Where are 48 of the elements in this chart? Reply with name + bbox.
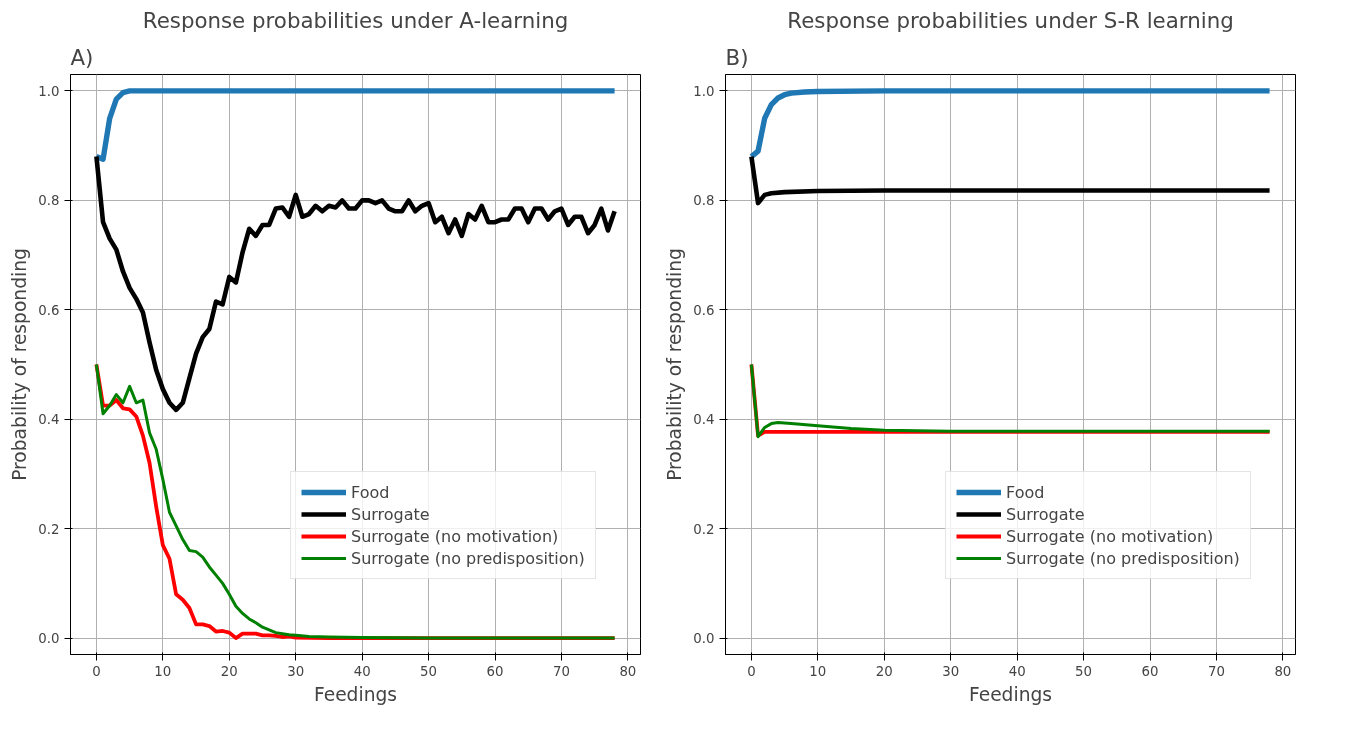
chart-title: Response probabilities under S-R learning [787,7,1234,33]
y-axis-title: Probability of responding [664,248,686,481]
x-tick-label: 50 [1075,663,1093,679]
y-tick-label: 0.4 [38,412,60,428]
y-tick-label: 0.0 [38,631,60,647]
legend-label: Surrogate [1006,504,1085,524]
line-series [94,154,617,413]
x-tick-label: 20 [875,663,893,679]
y-tick-label: 0.8 [38,193,60,209]
y-tick-label: 0.4 [693,412,715,428]
y-tick-label: 0.2 [38,521,60,537]
y-tick-label: 0.2 [693,521,715,537]
x-tick-label: 10 [154,663,172,679]
x-tick-label: 80 [1274,663,1292,679]
x-tick-label: 0 [92,663,101,679]
y-tick-label: 0.6 [38,302,60,318]
x-tick-label: 30 [287,663,305,679]
x-tick-label: 60 [486,663,504,679]
legend-label: Surrogate (no predisposition) [1006,548,1240,568]
y-tick-label: 0.8 [693,193,715,209]
y-axis-title: Probability of responding [9,248,31,481]
x-tick-label: 10 [809,663,827,679]
x-tick-label: 70 [552,663,570,679]
x-axis-title: Feedings [313,683,398,705]
x-tick-label: 20 [220,663,238,679]
legend-label: Surrogate (no motivation) [1006,526,1214,546]
legend-label: Surrogate [351,504,430,524]
x-tick-label: 40 [353,663,371,679]
text: A) [70,44,94,70]
x-tick-label: 0 [747,663,756,679]
chart-title: Response probabilities under A-learning [142,7,569,33]
y-tick-label: 1.0 [693,83,715,99]
x-tick-label: 70 [1207,663,1225,679]
legend-label: Food [1006,482,1045,502]
legend-label: Food [351,482,390,502]
x-tick-label: 30 [942,663,960,679]
y-tick-label: 1.0 [38,83,60,99]
line-series [749,154,1272,206]
y-tick-label: 0.0 [693,631,715,647]
text: B) [725,44,749,70]
x-tick-label: 50 [420,663,438,679]
legend-label: Surrogate (no motivation) [351,526,559,546]
x-tick-label: 60 [1141,663,1159,679]
legend-label: Surrogate (no predisposition) [351,548,585,568]
y-tick-label: 0.6 [693,302,715,318]
x-tick-label: 80 [619,663,637,679]
x-axis-title: Feedings [968,683,1053,705]
x-tick-label: 40 [1008,663,1026,679]
